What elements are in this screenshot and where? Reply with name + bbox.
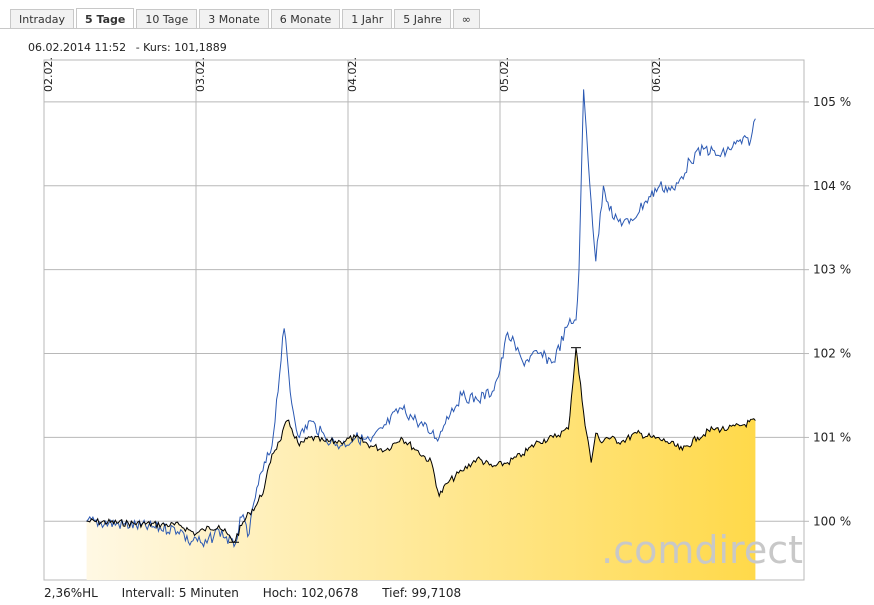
main-area-fill [86, 347, 756, 580]
date-label: 06.02. [650, 57, 663, 92]
tab-5-tage[interactable]: 5 Tage [76, 8, 135, 29]
y-tick-label: 105 % [813, 95, 851, 109]
y-tick-label: 104 % [813, 179, 851, 193]
footer-hl: 2,36%HL [44, 586, 98, 600]
main-series-line [86, 347, 756, 543]
y-tick-label: 102 % [813, 347, 851, 361]
date-label: 05.02. [498, 57, 511, 92]
date-label: 02.02. [42, 57, 55, 92]
tab-10-tage[interactable]: 10 Tage [136, 9, 198, 28]
y-tick-label: 100 % [813, 514, 851, 528]
footer-tief: Tief: 99,7108 [382, 586, 462, 600]
quote-datetime: 06.02.2014 11:52 [28, 41, 127, 54]
timeframe-tabs: Intraday 5 Tage 10 Tage 3 Monate 6 Monat… [10, 8, 482, 29]
y-tick-label: 101 % [813, 430, 851, 444]
footer-hoch: Hoch: 102,0678 [262, 586, 359, 600]
chart-footer: 2,36%HL Intervall: 5 Minuten Hoch: 102,0… [44, 586, 481, 600]
tab-intraday[interactable]: Intraday [10, 9, 75, 28]
tab-5-jahre[interactable]: 5 Jahre [394, 9, 451, 28]
footer-intervall: Intervall: 5 Minuten [121, 586, 239, 600]
tab-divider [0, 28, 874, 29]
tab-1-jahr[interactable]: 1 Jahr [342, 9, 393, 28]
quote-price: - Kurs: 101,1889 [135, 41, 227, 54]
comdirect-watermark: .comdirect [601, 528, 803, 572]
date-label: 03.02. [194, 57, 207, 92]
compare-series-line [86, 89, 756, 549]
y-tick-label: 103 % [813, 263, 851, 277]
date-label: 04.02. [346, 57, 359, 92]
tab-max[interactable]: ∞ [452, 9, 480, 28]
tab-3-monate[interactable]: 3 Monate [199, 9, 269, 28]
tab-6-monate[interactable]: 6 Monate [270, 9, 341, 28]
quote-info: 06.02.2014 11:52 - Kurs: 101,1889 [28, 41, 233, 54]
